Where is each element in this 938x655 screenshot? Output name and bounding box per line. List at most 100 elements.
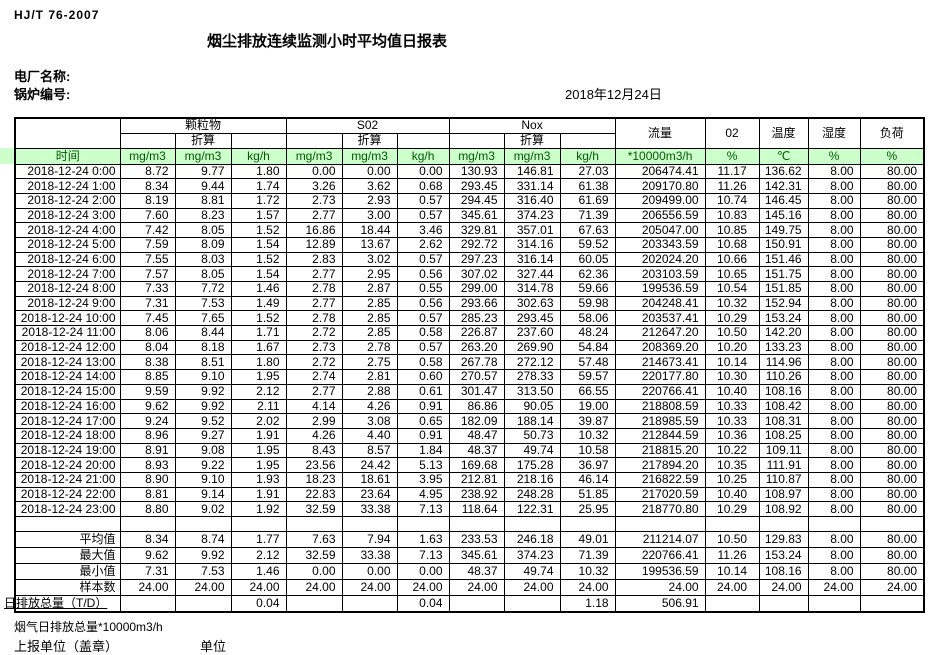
value-cell: 24.00 xyxy=(174,579,232,597)
value-cell: 8.00 xyxy=(807,413,861,429)
value-cell: 8.72 xyxy=(119,163,176,180)
value-cell: 10.32 xyxy=(559,563,616,581)
spacer-row xyxy=(14,516,925,532)
value-cell: 3.02 xyxy=(341,251,398,268)
value-cell: 2.73 xyxy=(285,339,343,356)
value-cell: 1.91 xyxy=(230,427,287,444)
value-cell: 1.71 xyxy=(230,325,287,341)
value-cell: 218770.80 xyxy=(614,501,706,517)
value-cell: 314.16 xyxy=(503,236,561,253)
value-cell: 57.48 xyxy=(559,354,616,371)
row-time: 2018-12-24 9:00 xyxy=(14,295,121,312)
value-cell: 7.13 xyxy=(396,546,450,565)
value-cell xyxy=(341,595,398,613)
value-cell: 316.40 xyxy=(503,192,561,209)
unit-cell: mg/m3 xyxy=(119,147,176,165)
row-time: 2018-12-24 2:00 xyxy=(14,192,121,209)
value-cell: 214673.41 xyxy=(614,354,706,371)
report-table: 颗粒物 S02 Nox 流量 02 温度 湿度 负荷 折算 折算 折算 xyxy=(4,117,926,614)
value-cell: 3.00 xyxy=(341,207,398,224)
value-cell: 9.92 xyxy=(174,398,232,415)
value-cell: 4.95 xyxy=(396,486,450,503)
value-cell: 10.36 xyxy=(704,427,760,444)
value-cell: 1.67 xyxy=(230,339,287,356)
value-cell: 0.58 xyxy=(396,354,450,371)
value-cell: 10.50 xyxy=(704,530,760,548)
value-cell: 4.40 xyxy=(341,427,398,444)
value-cell: 1.46 xyxy=(230,281,287,297)
value-cell: 80.00 xyxy=(859,236,925,253)
value-cell: 108.25 xyxy=(758,427,809,444)
value-cell: 1.80 xyxy=(230,163,287,180)
value-cell: 10.85 xyxy=(704,222,760,238)
value-cell: 1.57 xyxy=(230,207,287,224)
empty-cell xyxy=(174,516,232,532)
value-cell: 122.31 xyxy=(503,501,561,517)
value-cell: 182.09 xyxy=(448,413,505,429)
value-cell: 0.00 xyxy=(341,163,398,180)
value-cell: 8.00 xyxy=(807,325,861,341)
value-cell: 66.55 xyxy=(559,383,616,400)
value-cell: 5.13 xyxy=(396,457,450,473)
col-load: 负荷 xyxy=(859,117,925,149)
value-cell: 33.38 xyxy=(341,501,398,517)
value-cell: 59.98 xyxy=(559,295,616,312)
value-cell: 129.83 xyxy=(758,530,809,548)
value-cell: 4.14 xyxy=(285,398,343,415)
value-cell: 19.00 xyxy=(559,398,616,415)
value-cell: 209170.80 xyxy=(614,178,706,194)
value-cell: 206474.41 xyxy=(614,163,706,180)
col-temp: 温度 xyxy=(758,117,809,149)
sub-blank xyxy=(285,132,343,149)
row-time: 2018-12-24 4:00 xyxy=(14,222,121,238)
value-cell: 220766.41 xyxy=(614,546,706,565)
table-row: 2018-12-24 18:00 8.96 9.27 1.91 4.26 4.40 0.91… xyxy=(14,427,925,444)
value-cell: 2.77 xyxy=(285,266,343,282)
plant-name-label: 电厂名称: xyxy=(14,69,71,84)
value-cell: 24.00 xyxy=(230,579,287,597)
value-cell: 199536.59 xyxy=(614,563,706,581)
value-cell xyxy=(448,595,505,613)
value-cell: 80.00 xyxy=(859,427,925,444)
value-cell: 1.95 xyxy=(230,442,287,459)
value-cell: 59.66 xyxy=(559,281,616,297)
value-cell: 2.78 xyxy=(285,310,343,327)
value-cell: 2.93 xyxy=(341,192,398,209)
unit-cell: *10000m3/h xyxy=(614,147,706,165)
daily-flow-total-note: 烟气日排放总量*10000m3/h xyxy=(14,620,163,634)
value-cell: 59.57 xyxy=(559,369,616,385)
value-cell: 108.16 xyxy=(758,383,809,400)
unit-cell: % xyxy=(807,147,861,165)
value-cell: 374.23 xyxy=(503,546,561,565)
sub-blank xyxy=(448,132,505,149)
value-cell: 80.00 xyxy=(859,178,925,194)
value-cell: 33.38 xyxy=(341,546,398,565)
value-cell: 2.72 xyxy=(285,354,343,371)
table-row: 2018-12-24 14:00 8.85 9.10 1.95 2.74 2.81 0.60… xyxy=(14,369,925,385)
value-cell: 297.23 xyxy=(448,251,505,268)
value-cell: 142.31 xyxy=(758,178,809,194)
sub-blank xyxy=(396,132,450,149)
value-cell: 108.16 xyxy=(758,563,809,581)
value-cell: 10.22 xyxy=(704,442,760,459)
value-cell: 61.69 xyxy=(559,192,616,209)
value-cell: 80.00 xyxy=(859,563,925,581)
value-cell: 2.87 xyxy=(341,281,398,297)
value-cell: 24.00 xyxy=(285,579,343,597)
row-time: 2018-12-24 1:00 xyxy=(14,178,121,194)
value-cell: 108.97 xyxy=(758,486,809,503)
value-cell: 8.00 xyxy=(807,222,861,238)
value-cell xyxy=(119,595,176,613)
corner-cell xyxy=(14,117,121,149)
value-cell xyxy=(285,595,343,613)
value-cell: 2.85 xyxy=(341,325,398,341)
row-time: 2018-12-24 18:00 xyxy=(14,427,121,444)
value-cell: 146.45 xyxy=(758,192,809,209)
value-cell: 278.33 xyxy=(503,369,561,385)
value-cell: 1.93 xyxy=(230,471,287,488)
value-cell: 8.90 xyxy=(119,471,176,488)
value-cell: 46.14 xyxy=(559,471,616,488)
empty-cell xyxy=(807,516,861,532)
value-cell: 80.00 xyxy=(859,457,925,473)
table-row: 2018-12-24 20:00 8.93 9.22 1.95 23.56 24.42 5.… xyxy=(14,457,925,473)
